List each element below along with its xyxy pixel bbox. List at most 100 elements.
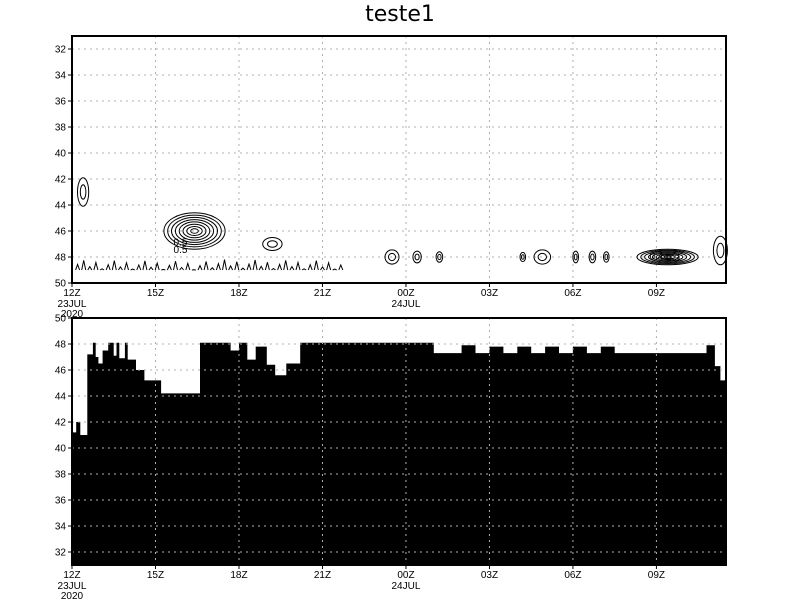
contour-line xyxy=(663,255,672,259)
x-tick-label: 09Z xyxy=(648,570,665,581)
contour-line xyxy=(190,228,199,234)
x-tick-label: 03Z xyxy=(481,570,498,581)
contour-line xyxy=(124,260,129,271)
contour-line xyxy=(178,221,211,241)
contour-line xyxy=(388,252,396,262)
contour-line xyxy=(590,253,595,261)
contour-line xyxy=(648,251,688,263)
contour-line xyxy=(295,260,301,271)
contour-line xyxy=(185,261,191,271)
contour-line xyxy=(437,253,442,261)
contour-line xyxy=(161,268,166,271)
contour-line xyxy=(77,177,90,207)
x-tick-label: 15Z xyxy=(147,288,164,299)
contour-line xyxy=(252,259,258,271)
y-tick-label: 42 xyxy=(55,418,67,429)
contour-line xyxy=(712,235,728,266)
contour-line xyxy=(246,262,252,271)
x-tick-label: 03Z xyxy=(481,288,498,299)
x-tick-label: 18Z xyxy=(230,288,247,299)
x-date-label: 2020 xyxy=(61,309,84,320)
y-tick-label: 34 xyxy=(55,522,67,533)
contour-line xyxy=(148,266,154,271)
x-tick-label: 18Z xyxy=(230,570,247,581)
contour-line xyxy=(171,216,218,246)
contour-line xyxy=(163,212,226,250)
contour-line xyxy=(519,251,527,263)
x-tick-label: 00Z xyxy=(397,288,414,299)
contour-line xyxy=(174,219,215,243)
contour-line xyxy=(173,261,178,271)
x-tick-label: 09Z xyxy=(648,288,665,299)
contour-line xyxy=(215,262,221,271)
y-tick-label: 40 xyxy=(55,444,67,455)
y-tick-label: 50 xyxy=(55,314,67,325)
contour-line xyxy=(167,214,222,248)
y-tick-label: 38 xyxy=(55,470,67,481)
contour-line xyxy=(572,250,580,264)
contour-line xyxy=(412,250,422,264)
contour-line xyxy=(262,237,283,251)
contour-line xyxy=(640,249,695,265)
y-tick-label: 40 xyxy=(55,149,67,160)
contour-line xyxy=(332,268,337,271)
x-date-label: 23JUL xyxy=(58,299,87,310)
plot-frame xyxy=(71,35,727,284)
contour-label: 0.3 xyxy=(666,253,680,264)
contour-line xyxy=(75,262,81,271)
contour-line xyxy=(384,249,400,265)
contour-line xyxy=(154,261,160,271)
contour-line xyxy=(435,251,444,263)
y-tick-label: 50 xyxy=(55,279,67,290)
y-tick-label: 46 xyxy=(55,366,67,377)
y-tick-label: 32 xyxy=(55,548,67,559)
contour-line xyxy=(234,261,240,271)
x-tick-label: 12Z xyxy=(63,288,80,299)
x-date-label: 23JUL xyxy=(58,581,87,592)
contour-line xyxy=(111,260,117,271)
y-tick-label: 36 xyxy=(55,97,67,108)
contour-line xyxy=(93,260,99,271)
contour-line xyxy=(520,254,525,260)
contour-line xyxy=(264,262,270,271)
contour-line xyxy=(166,264,172,271)
contour-line xyxy=(130,268,135,271)
y-tick-label: 42 xyxy=(55,175,67,186)
y-tick-label: 46 xyxy=(55,227,67,238)
contour-line xyxy=(289,265,295,271)
contour-line xyxy=(313,260,319,271)
contour-line xyxy=(603,251,610,263)
contour-line xyxy=(644,250,692,264)
plot-frame xyxy=(71,317,727,566)
contour-line xyxy=(258,265,264,271)
contour-line xyxy=(716,242,725,259)
contour-line xyxy=(537,252,547,262)
contour-line xyxy=(87,265,93,271)
contour-line xyxy=(179,266,184,271)
contour-line xyxy=(271,267,276,271)
contour-line xyxy=(326,260,332,271)
x-tick-label: 21Z xyxy=(314,570,331,581)
contour-line xyxy=(338,263,344,271)
contour-line xyxy=(604,253,609,261)
chart-title: teste1 xyxy=(365,2,435,27)
y-tick-label: 44 xyxy=(55,201,67,212)
x-tick-label: 00Z xyxy=(397,570,414,581)
contour-line xyxy=(197,264,203,271)
x-tick-label: 15Z xyxy=(147,570,164,581)
contour-line xyxy=(142,260,148,271)
contour-label: 0.4 xyxy=(649,252,663,263)
y-tick-label: 38 xyxy=(55,123,67,134)
contour-line xyxy=(659,254,676,260)
contour-line xyxy=(267,240,278,248)
contour-line xyxy=(414,253,420,261)
contour-line xyxy=(186,226,203,236)
contour-line xyxy=(81,260,87,271)
contour-line xyxy=(117,265,123,271)
contour-line xyxy=(228,264,234,271)
contour-line xyxy=(533,249,552,265)
contour-line xyxy=(651,252,684,262)
contour-line xyxy=(277,262,283,271)
